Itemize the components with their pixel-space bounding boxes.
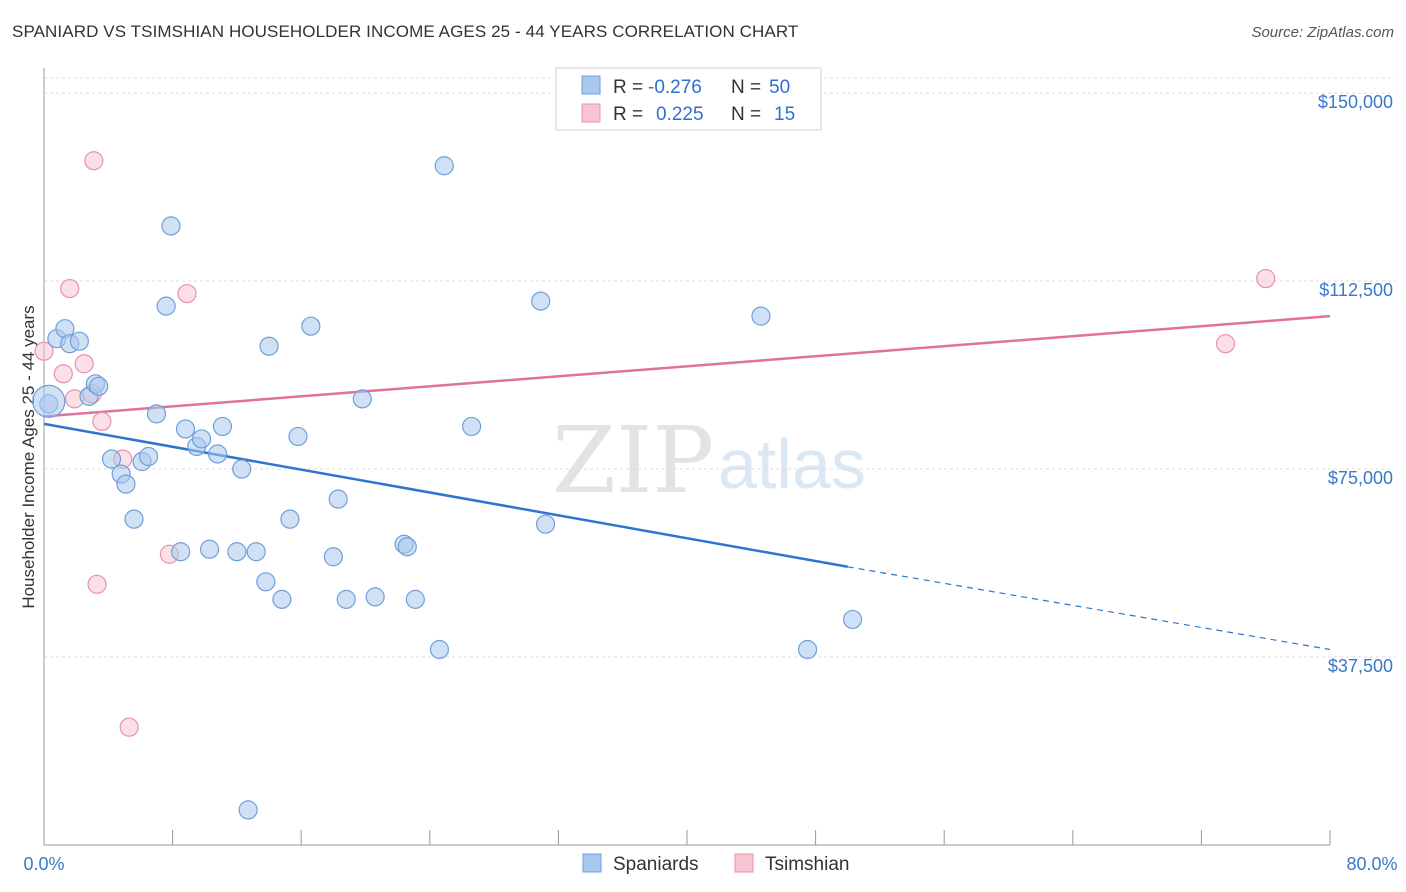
- point-spaniards: [124, 509, 144, 529]
- point-spaniards: [232, 459, 252, 479]
- gridlines: [44, 77, 1395, 658]
- point-spaniards-cluster: [32, 384, 66, 418]
- point-spaniards: [842, 609, 863, 630]
- legend-n-value-1: 50: [769, 77, 790, 98]
- watermark-zip: ZIP: [552, 407, 714, 514]
- watermark-atlas: atlas: [718, 425, 866, 503]
- legend-r-label-1: R =: [613, 77, 643, 98]
- point-spaniards: [352, 389, 372, 409]
- x-tick-label-min: 0.0%: [23, 854, 64, 874]
- point-spaniards: [146, 404, 167, 424]
- trend-lines: [43, 314, 1331, 651]
- point-spaniards: [238, 800, 258, 820]
- bottom-legend-label-spaniards: Spaniards: [613, 854, 699, 875]
- point-spaniards: [397, 537, 417, 557]
- point-spaniards: [336, 589, 356, 609]
- legend-bottom: Spaniards Tsimshian: [582, 853, 849, 875]
- point-spaniards: [138, 446, 159, 467]
- bottom-legend-swatch-tsimshian: [734, 853, 754, 873]
- point-spaniards: [116, 474, 136, 494]
- point-spaniards: [301, 316, 321, 336]
- point-spaniards: [246, 542, 266, 562]
- y-tick-label: $37,500: [1328, 656, 1393, 676]
- point-spaniards: [69, 331, 89, 351]
- point-spaniards: [531, 291, 551, 311]
- point-tsimshian: [177, 283, 197, 304]
- point-spaniards: [288, 426, 308, 447]
- point-spaniards: [323, 547, 343, 567]
- point-tsimshian: [87, 574, 107, 594]
- watermark: ZIP atlas: [552, 407, 866, 514]
- point-spaniards: [156, 296, 176, 316]
- bottom-legend-label-tsimshian: Tsimshian: [765, 854, 849, 875]
- chart-title: SPANIARD VS TSIMSHIAN HOUSEHOLDER INCOME…: [12, 22, 799, 41]
- legend-n-label-1: N =: [731, 77, 761, 98]
- point-spaniards: [365, 587, 385, 607]
- point-spaniards: [328, 489, 348, 509]
- point-spaniards: [227, 542, 247, 562]
- y-axis-tick-labels: $37,500 $75,000 $112,500 $150,000: [1318, 92, 1393, 676]
- point-spaniards: [429, 639, 450, 660]
- point-tsimshian: [1256, 268, 1276, 289]
- point-tsimshian: [84, 151, 104, 171]
- point-spaniards: [256, 572, 276, 592]
- point-spaniards: [199, 539, 220, 559]
- point-spaniards: [280, 509, 300, 529]
- legend-top: R = -0.276 N = 50 R = 0.225 N = 15: [555, 67, 822, 131]
- trend-line-spaniards: [43, 422, 848, 569]
- y-tick-label: $75,000: [1328, 468, 1393, 488]
- y-tick-label: $112,500: [1319, 280, 1393, 300]
- point-tsimshian: [34, 341, 54, 361]
- point-spaniards: [175, 419, 196, 439]
- point-tsimshian: [74, 354, 94, 374]
- point-spaniards: [191, 429, 212, 449]
- trend-line-extension-spaniards: [847, 566, 1331, 651]
- legend-swatch-tsimshian: [581, 103, 601, 123]
- point-tsimshian: [119, 717, 139, 737]
- point-spaniards: [461, 416, 482, 437]
- point-tsimshian: [60, 278, 80, 299]
- point-tsimshian: [92, 411, 112, 432]
- legend-n-label-2: N =: [731, 104, 761, 125]
- legend-r-label-2: R =: [613, 104, 643, 125]
- source-credit: Source: ZipAtlas.com: [1251, 24, 1394, 41]
- trend-line-tsimshian: [43, 314, 1331, 418]
- point-spaniards: [101, 449, 122, 469]
- point-spaniards: [259, 336, 279, 356]
- point-tsimshian: [53, 364, 73, 384]
- point-spaniards: [797, 639, 818, 660]
- point-tsimshian: [1215, 334, 1236, 354]
- legend-r-value-1: -0.276: [648, 77, 702, 98]
- point-spaniards: [89, 376, 109, 396]
- point-spaniards: [434, 156, 454, 176]
- legend-r-value-2: 0.225: [656, 104, 704, 125]
- point-spaniards: [751, 306, 771, 326]
- point-spaniards: [161, 216, 181, 236]
- x-tick-label-max: 80.0%: [1346, 854, 1397, 874]
- legend-swatch-spaniards: [581, 75, 601, 95]
- y-tick-label: $150,000: [1318, 92, 1393, 112]
- point-spaniards: [535, 514, 556, 534]
- point-spaniards: [208, 444, 228, 464]
- bottom-legend-swatch-spaniards: [582, 853, 602, 873]
- point-spaniards: [212, 416, 233, 437]
- x-axis-ticks: [43, 830, 1331, 845]
- point-spaniards: [405, 589, 425, 609]
- data-points: [32, 151, 1276, 820]
- point-spaniards: [272, 589, 292, 609]
- point-spaniards: [171, 542, 191, 562]
- y-axis-label: Householder Income Ages 25 - 44 years: [19, 305, 38, 608]
- legend-n-value-2: 15: [774, 104, 795, 125]
